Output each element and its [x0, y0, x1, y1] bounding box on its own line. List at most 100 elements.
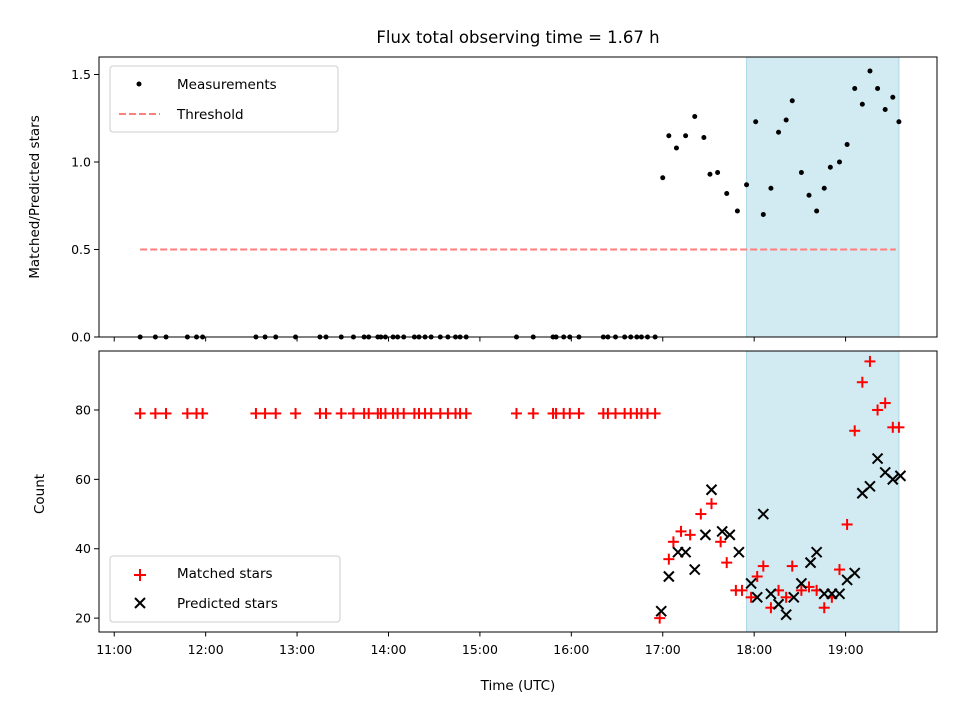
x-tick-label: 16:00: [553, 642, 589, 657]
matched-star-point: [736, 584, 748, 596]
matched-star-point: [160, 407, 172, 419]
matched-star-point: [684, 529, 696, 541]
matched-star-point: [149, 407, 161, 419]
predicted-star-point: [765, 588, 777, 600]
measurement-point: [890, 94, 896, 100]
predicted-star-point: [705, 484, 718, 496]
measurement-point: [744, 182, 750, 188]
matched-star-point: [695, 508, 707, 520]
matched-star-point: [856, 376, 868, 388]
bottom-panel: 20 40 60 80 11:00 12:00 13:00 14:00 15:00 16:00 1…: [32, 350, 938, 694]
bottom-y-tick-label: 40: [75, 541, 91, 556]
predicted-star-point: [655, 605, 667, 617]
measurement-point: [683, 133, 689, 139]
x-tick-label: 17:00: [645, 642, 681, 657]
measurement-point: [692, 114, 698, 119]
x-tick-label: 19:00: [828, 642, 864, 657]
matched-star-point: [290, 407, 302, 419]
matched-star-point: [320, 407, 332, 419]
predicted-star-point: [716, 525, 728, 538]
predicted-star-point: [810, 546, 823, 558]
measurement-point: [760, 212, 766, 217]
x-tick-label: 14:00: [370, 642, 406, 657]
predicted-star-point: [780, 608, 792, 621]
measurement-point: [859, 101, 865, 107]
matched-star-point: [347, 407, 359, 419]
bottom-x-axis-label: Time (UTC): [480, 678, 556, 694]
x-tick-label: 11:00: [96, 642, 132, 657]
predicted-star-point: [689, 563, 701, 576]
predicted-star-point: [772, 598, 785, 610]
measurement-point: [789, 98, 795, 104]
matched-star-point: [197, 407, 209, 419]
bottom-legend: Matched stars Predicted stars: [109, 555, 341, 623]
matched-star-point: [864, 355, 876, 367]
top-y-tick-label: 1.5: [71, 67, 91, 82]
top-panel: 0.0 0.5 1.0 1.5 Matched/Predicted stars Mea…: [27, 56, 938, 345]
matched-star-point: [649, 407, 661, 419]
measurement-point: [768, 185, 774, 191]
predicted-star-point: [864, 480, 876, 493]
predicted-star-point: [699, 529, 712, 541]
matched-star-point: [745, 591, 757, 603]
matched-star-point: [893, 421, 905, 433]
legend-measurements-label: Measurements: [177, 77, 277, 93]
top-y-tick-label: 0.0: [71, 330, 91, 345]
legend-predicted-label: Predicted stars: [177, 596, 278, 612]
top-highlight-span: [746, 56, 900, 338]
measurement-point: [875, 86, 881, 91]
matched-star-point: [786, 560, 798, 572]
x-tick-label: 15:00: [462, 642, 498, 657]
x-tick-label: 13:00: [279, 642, 315, 657]
matched-star-point: [654, 612, 666, 624]
matched-star-point: [706, 498, 718, 510]
measurement-point: [827, 164, 833, 170]
matched-star-point: [833, 564, 845, 576]
measurement-point: [666, 133, 672, 139]
top-axes-frame: [98, 56, 938, 338]
measurement-point: [821, 185, 827, 191]
predicted-star-point: [757, 508, 770, 520]
measurement-point: [701, 135, 707, 140]
predicted-star-point: [804, 556, 817, 569]
predicted-star-point: [887, 473, 899, 486]
x-tick-label: 12:00: [188, 642, 224, 657]
predicted-star-point: [849, 567, 861, 579]
bottom-y-tick-label: 60: [75, 472, 91, 487]
measurement-point: [806, 192, 812, 198]
matched-star-point: [757, 560, 769, 572]
bottom-y-tick-label: 80: [75, 402, 91, 417]
measurement-point: [882, 107, 888, 112]
legend-measurement-marker: [136, 81, 142, 87]
x-tick-label: 18:00: [736, 642, 772, 657]
matched-star-point: [460, 407, 472, 419]
top-y-tick-label: 0.5: [71, 242, 91, 257]
top-legend: Measurements Threshold: [109, 65, 339, 133]
matched-star-point: [259, 407, 271, 419]
predicted-star-point: [745, 577, 757, 590]
predicted-star-point: [894, 470, 907, 482]
predicted-star-point: [733, 546, 745, 558]
measurement-point: [673, 145, 679, 151]
matched-star-point: [510, 407, 522, 419]
matched-star-point: [849, 425, 861, 437]
predicted-star-point: [871, 452, 884, 465]
measurement-point: [896, 119, 902, 125]
measurement-point: [867, 68, 873, 74]
measurement-point: [753, 119, 759, 125]
matched-star-point: [335, 407, 347, 419]
predicted-star-point: [788, 591, 800, 604]
top-y-tick-label: 1.0: [71, 155, 91, 170]
measurement-point: [724, 191, 730, 196]
legend-predicted-marker: [134, 597, 146, 609]
predicted-star-point: [751, 591, 763, 604]
matched-star-point: [134, 407, 146, 419]
measurement-point: [707, 171, 713, 177]
matched-star-point: [715, 536, 727, 548]
matched-star-point: [872, 404, 884, 416]
predicted-star-point: [833, 588, 846, 600]
measurement-point: [776, 129, 782, 135]
measurement-point: [798, 170, 804, 175]
predicted-star-point: [795, 577, 808, 590]
